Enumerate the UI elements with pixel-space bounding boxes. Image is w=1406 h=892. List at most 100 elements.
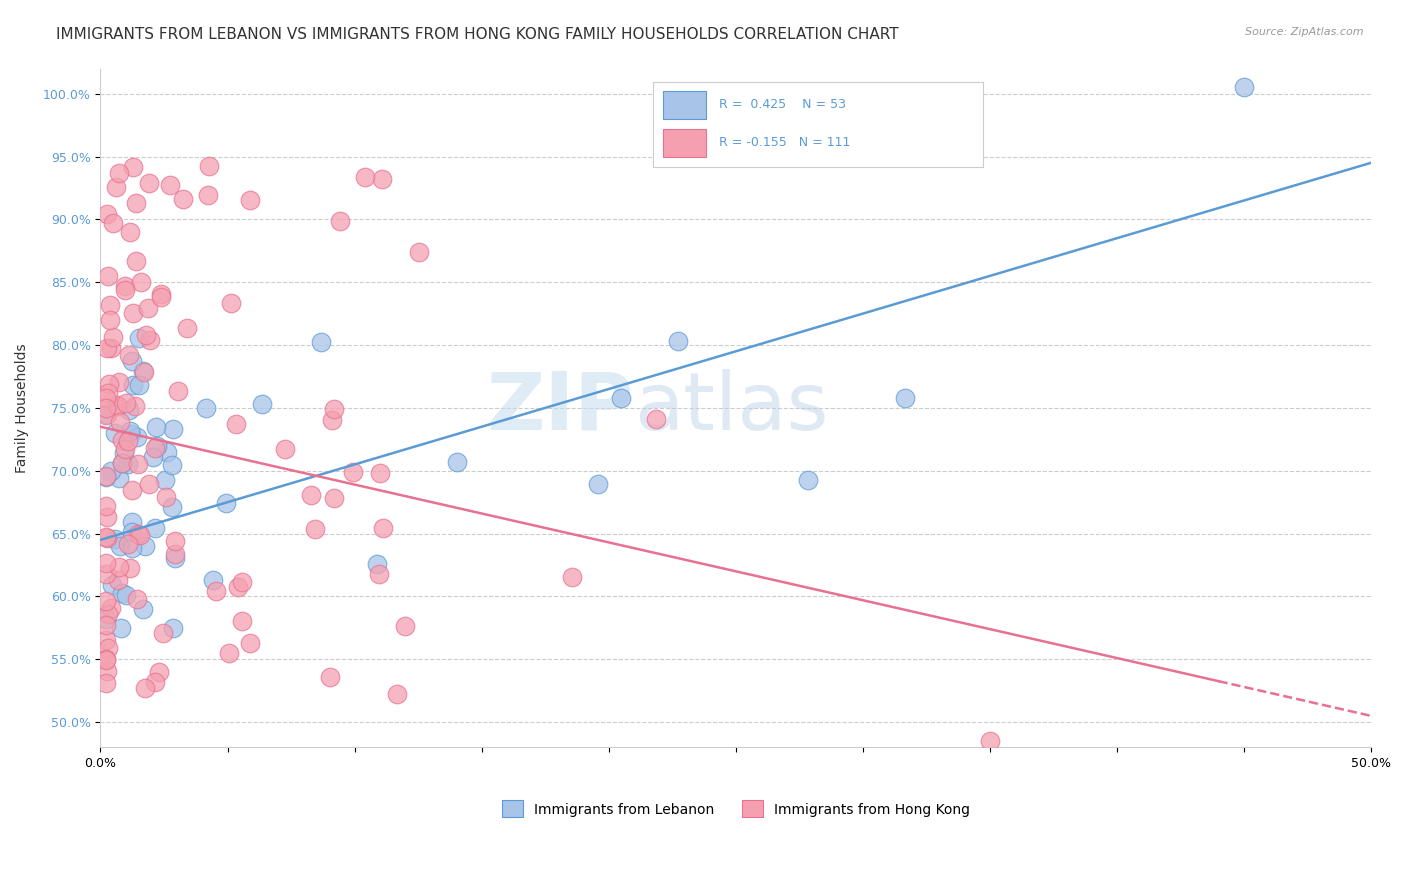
Point <box>145 419 167 434</box>
Point <box>132 364 155 378</box>
Point <box>94 470 117 484</box>
Point <box>239 194 262 208</box>
Point <box>100 341 122 355</box>
Point <box>125 591 148 606</box>
Point <box>114 283 136 297</box>
Point <box>176 321 198 335</box>
Point <box>94 401 117 415</box>
Point <box>143 441 166 455</box>
Point <box>94 408 117 422</box>
Point <box>110 415 132 429</box>
Point <box>94 530 117 544</box>
Point <box>143 675 166 690</box>
Point <box>446 454 468 468</box>
Point <box>111 456 134 470</box>
Point <box>105 398 128 412</box>
Point <box>117 434 139 448</box>
Point <box>127 430 149 444</box>
Point <box>239 635 262 649</box>
Point <box>588 477 610 491</box>
Point <box>111 456 134 470</box>
Point <box>159 178 181 193</box>
Point <box>368 566 391 581</box>
Point <box>114 588 136 602</box>
Point <box>979 734 1001 748</box>
Point <box>150 286 173 301</box>
Text: IMMIGRANTS FROM LEBANON VS IMMIGRANTS FROM HONG KONG FAMILY HOUSEHOLDS CORRELATI: IMMIGRANTS FROM LEBANON VS IMMIGRANTS FR… <box>56 27 898 42</box>
Point <box>132 365 155 379</box>
Point <box>163 534 186 549</box>
Point <box>796 473 818 487</box>
Point <box>322 491 344 505</box>
Point <box>110 622 132 636</box>
Point <box>214 496 236 510</box>
Point <box>118 225 141 239</box>
Point <box>121 353 143 368</box>
Point <box>162 422 184 436</box>
Point <box>94 391 117 405</box>
Point <box>274 442 297 457</box>
Text: atlas: atlas <box>634 369 828 447</box>
Point <box>156 444 179 458</box>
Point <box>132 602 155 616</box>
Point <box>122 306 145 320</box>
Point <box>125 195 148 210</box>
Point <box>143 521 166 535</box>
Point <box>100 577 122 591</box>
Point <box>342 465 364 479</box>
Point <box>111 586 134 600</box>
Text: Source: ZipAtlas.com: Source: ZipAtlas.com <box>1246 27 1364 37</box>
Point <box>311 334 333 349</box>
Point <box>107 573 129 587</box>
Point <box>94 594 117 608</box>
Point <box>160 458 183 472</box>
Point <box>94 468 117 483</box>
Point <box>304 522 326 536</box>
Point <box>121 516 143 530</box>
Point <box>894 392 917 406</box>
Y-axis label: Family Households: Family Households <box>15 343 30 473</box>
Point <box>142 450 165 464</box>
Point <box>322 401 344 416</box>
Point <box>561 570 583 584</box>
Point <box>318 670 340 684</box>
Point <box>204 584 226 599</box>
Point <box>108 166 131 180</box>
Point <box>108 470 131 484</box>
Point <box>98 313 121 327</box>
Point <box>136 301 159 315</box>
Point <box>299 488 322 502</box>
Point <box>121 524 143 539</box>
Point <box>97 640 120 655</box>
Point <box>645 412 668 426</box>
Point <box>108 539 131 553</box>
Point <box>149 290 172 304</box>
Point <box>1233 80 1256 95</box>
Point <box>97 607 120 622</box>
Point <box>370 467 392 481</box>
Point <box>609 391 631 405</box>
Point <box>96 499 118 513</box>
Point <box>148 665 170 680</box>
Point <box>371 521 394 535</box>
Point <box>225 417 247 432</box>
Point <box>121 483 143 497</box>
Point <box>152 626 174 640</box>
Point <box>96 531 118 545</box>
Point <box>121 378 143 392</box>
Point <box>155 490 177 504</box>
Point <box>128 377 150 392</box>
Point <box>111 433 134 447</box>
Text: ZIP: ZIP <box>486 369 634 447</box>
Point <box>114 278 136 293</box>
Point <box>128 331 150 345</box>
Point <box>96 509 118 524</box>
Point <box>134 681 156 695</box>
Point <box>160 500 183 514</box>
Point <box>129 527 152 541</box>
Point <box>114 396 136 410</box>
Point <box>353 169 375 184</box>
Point <box>103 217 125 231</box>
Point <box>120 427 142 442</box>
Point <box>195 401 218 416</box>
